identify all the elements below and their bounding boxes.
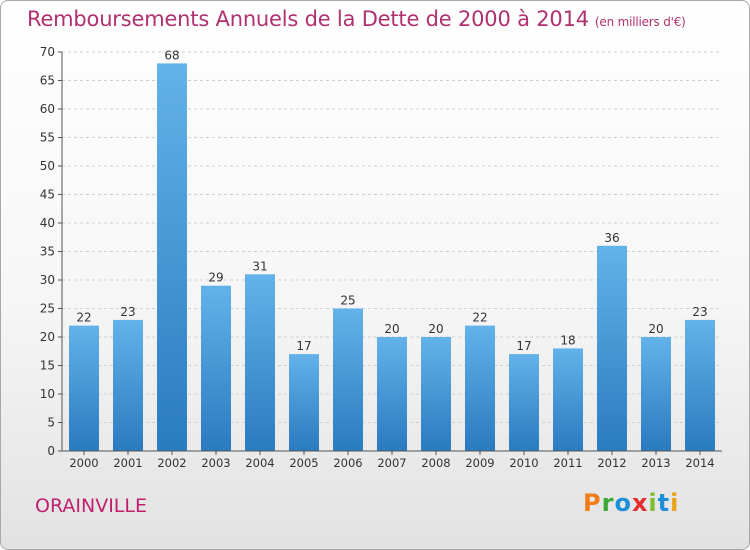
bar bbox=[113, 319, 143, 451]
bar bbox=[553, 348, 583, 451]
x-tick-label: 2013 bbox=[641, 456, 670, 470]
y-tick-label: 10 bbox=[40, 387, 55, 401]
data-label: 20 bbox=[428, 322, 443, 336]
bar bbox=[421, 337, 451, 451]
bar bbox=[685, 319, 715, 451]
logo-letter: r bbox=[601, 489, 615, 517]
proxiti-logo[interactable]: Proxiti bbox=[583, 489, 679, 517]
y-tick-label: 50 bbox=[40, 159, 55, 173]
x-tick-label: 2002 bbox=[157, 456, 186, 470]
x-tick-label: 2010 bbox=[509, 456, 538, 470]
bar bbox=[69, 325, 99, 451]
y-axis: 0 5 10 15 20 25 30 35 40 45 50 55 60 65 70 bbox=[40, 45, 63, 458]
y-tick-label: 0 bbox=[47, 444, 55, 458]
bars: 22 23 68 29 31 17 25 20 20 22 17 18 36 20 23 bbox=[69, 48, 715, 452]
x-axis: 2000 2001 2002 2003 2004 2005 2006 2007 2008 2009… bbox=[62, 450, 722, 470]
logo-letter: t bbox=[657, 489, 671, 517]
data-label: 22 bbox=[472, 311, 487, 325]
data-label: 23 bbox=[692, 305, 707, 319]
y-tick-label: 15 bbox=[40, 359, 55, 373]
data-label: 20 bbox=[648, 322, 663, 336]
y-tick-label: 55 bbox=[40, 131, 55, 145]
logo-letter: i bbox=[670, 489, 680, 517]
data-label: 17 bbox=[296, 339, 311, 353]
x-tick-label: 2006 bbox=[333, 456, 362, 470]
bar bbox=[157, 63, 187, 452]
data-label: 23 bbox=[120, 305, 135, 319]
y-tick-label: 30 bbox=[40, 273, 55, 287]
data-label: 17 bbox=[516, 339, 531, 353]
x-tick-label: 2008 bbox=[421, 456, 450, 470]
logo-letter: P bbox=[583, 489, 602, 517]
y-tick-label: 5 bbox=[47, 416, 55, 430]
y-tick-label: 25 bbox=[40, 302, 55, 316]
x-tick-label: 2009 bbox=[465, 456, 494, 470]
data-label: 18 bbox=[560, 333, 575, 347]
bar bbox=[289, 354, 319, 451]
y-tick-label: 40 bbox=[40, 216, 55, 230]
data-label: 22 bbox=[76, 311, 91, 325]
data-label: 29 bbox=[208, 271, 223, 285]
y-tick-label: 70 bbox=[40, 45, 55, 59]
data-label: 20 bbox=[384, 322, 399, 336]
y-tick-label: 20 bbox=[40, 330, 55, 344]
x-tick-label: 2003 bbox=[201, 456, 230, 470]
y-tick-label: 35 bbox=[40, 245, 55, 259]
bar bbox=[597, 245, 627, 451]
bar bbox=[377, 337, 407, 451]
bar bbox=[465, 325, 495, 451]
bar bbox=[333, 308, 363, 451]
y-tick-label: 65 bbox=[40, 74, 55, 88]
x-tick-label: 2007 bbox=[377, 456, 406, 470]
data-label: 31 bbox=[252, 259, 267, 273]
logo-letter: o bbox=[614, 489, 632, 517]
logo-letter: i bbox=[648, 489, 658, 517]
y-tick-label: 45 bbox=[40, 188, 55, 202]
bar bbox=[245, 274, 275, 451]
data-label: 25 bbox=[340, 294, 355, 308]
x-tick-label: 2005 bbox=[289, 456, 318, 470]
x-tick-label: 2012 bbox=[597, 456, 626, 470]
unit-label: (en milliers d'€) bbox=[594, 15, 686, 29]
x-tick-label: 2014 bbox=[685, 456, 714, 470]
x-tick-label: 2011 bbox=[553, 456, 582, 470]
bar bbox=[509, 354, 539, 451]
bar bbox=[201, 285, 231, 451]
commune-name: ORAINVILLE bbox=[35, 495, 147, 517]
chart-title: Remboursements Annuels de la Dette de 20… bbox=[27, 7, 686, 31]
bar bbox=[641, 337, 671, 451]
x-tick-label: 2001 bbox=[113, 456, 142, 470]
data-label: 36 bbox=[604, 231, 619, 245]
data-label: 68 bbox=[164, 48, 179, 62]
x-tick-label: 2000 bbox=[69, 456, 98, 470]
logo-letter: x bbox=[631, 489, 649, 517]
title-text: Remboursements Annuels de la Dette de 20… bbox=[27, 7, 589, 31]
y-tick-label: 60 bbox=[40, 102, 55, 116]
x-tick-label: 2004 bbox=[245, 456, 274, 470]
